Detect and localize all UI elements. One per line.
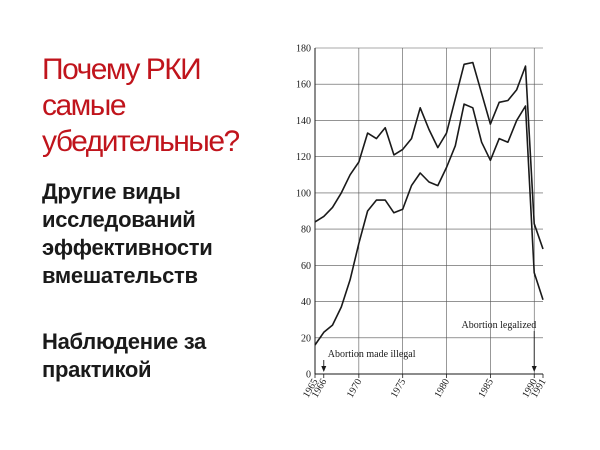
title-line: самые: [42, 89, 127, 122]
y-tick-label: 120: [296, 152, 311, 163]
y-tick-label: 100: [296, 188, 311, 199]
y-tick-label: 40: [301, 297, 311, 308]
subtitle-line: Другие виды: [42, 179, 181, 204]
subtitle2-line: практикой: [42, 357, 152, 382]
series-line-2: [314, 103, 544, 346]
y-tick-label: 60: [301, 261, 311, 272]
x-tick-label: 1970: [345, 377, 365, 400]
annotation-label: Abortion legalized: [462, 320, 537, 331]
slide-title: Почему РКИ самые убедительные?: [42, 52, 272, 160]
y-tick-label: 140: [296, 116, 311, 127]
y-tick-label: 20: [301, 333, 311, 344]
title-line: Почему РКИ: [42, 53, 202, 86]
subtitle-line: вмешательств: [42, 263, 198, 288]
chart-series: [314, 61, 544, 346]
subtitle2-line: Наблюдение за: [42, 329, 206, 354]
y-tick-label: 80: [301, 225, 311, 236]
study-types-heading: Другие виды исследований эффективности в…: [42, 178, 292, 290]
annotation-label: Abortion made illegal: [328, 349, 416, 360]
y-axis-ticks: 0 20 40 60 80 100 120 140 160 180: [296, 44, 311, 381]
chart-grid: [315, 47, 543, 374]
annotation-arrow-head: [321, 366, 327, 372]
chart-annotations: Abortion made illegal Abortion legalized: [321, 320, 537, 372]
y-tick-label: 0: [306, 370, 311, 381]
subtitle-line: исследований: [42, 207, 196, 232]
x-tick-label: 1980: [433, 377, 453, 400]
x-tick-label: 1975: [389, 377, 409, 400]
chart-axes: [314, 48, 543, 375]
y-tick-label: 160: [296, 80, 311, 91]
observation-heading: Наблюдение за практикой: [42, 328, 292, 384]
y-tick-label: 180: [296, 44, 311, 55]
subtitle-line: эффективности: [42, 235, 213, 260]
x-tick-label: 1985: [476, 377, 496, 400]
title-line: убедительные?: [42, 125, 240, 158]
series-line-1: [314, 61, 544, 250]
annotation-arrow-head: [531, 366, 537, 372]
